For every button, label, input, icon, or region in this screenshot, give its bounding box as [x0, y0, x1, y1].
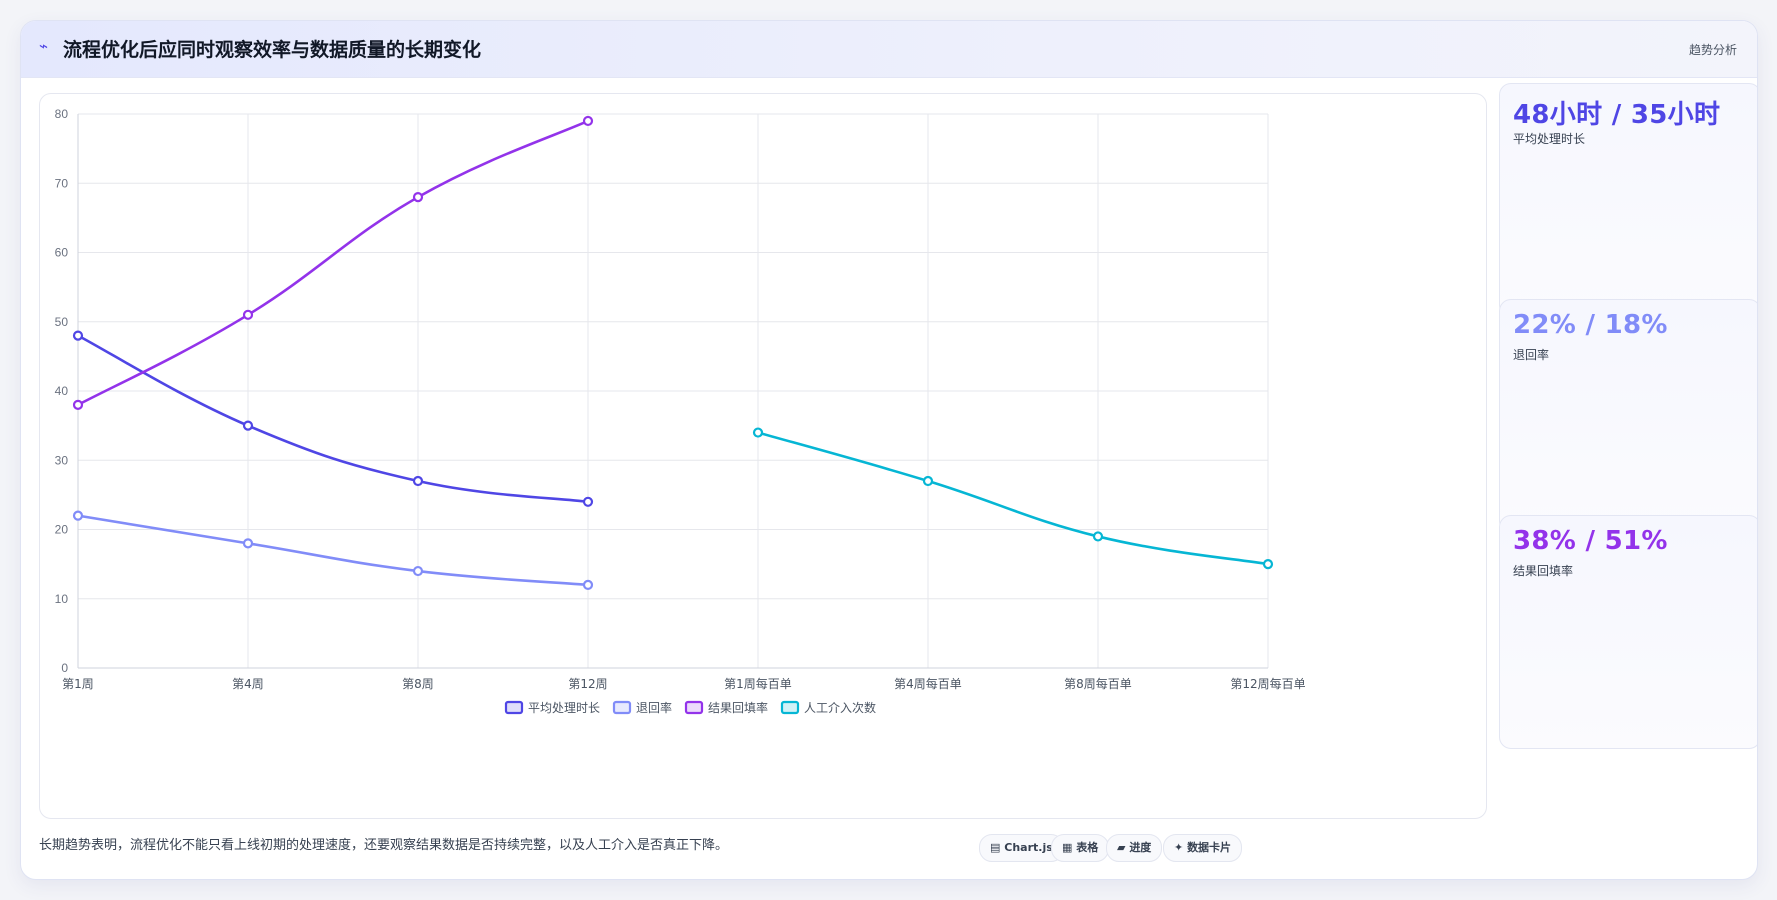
header-tag: 趋势分析: [1688, 43, 1737, 57]
chip-label: 进度: [1129, 841, 1152, 854]
chip-progress[interactable]: ▰ 进度: [1106, 834, 1163, 862]
legend-swatch: [612, 700, 632, 715]
panel-header: ⌁ 流程优化后应同时观察效率与数据质量的长期变化 趋势分析: [21, 21, 1757, 78]
legend-label: 人工介入次数: [804, 700, 876, 715]
y-tick-label: 60: [55, 246, 69, 260]
series-line-1: [77, 514, 589, 587]
y-tick-label: 30: [55, 453, 69, 467]
chip-table[interactable]: ▦ 表格: [1051, 834, 1110, 862]
x-tick-label: 第4周每百单: [894, 676, 962, 691]
y-tick-label: 50: [55, 315, 69, 329]
stat-card-processing-time: 48小时 / 35小时 平均处理时长: [1499, 83, 1757, 317]
x-tick-label: 第12周: [568, 677, 607, 691]
data-point: [922, 475, 934, 487]
chip-label: 表格: [1076, 841, 1099, 854]
series-line-2: [77, 119, 589, 406]
data-point: [72, 510, 84, 521]
data-point: [582, 579, 594, 590]
chip-label: 数据卡片: [1187, 841, 1232, 854]
x-tick-label: 第4周: [232, 677, 264, 691]
chip-label: Chart.js: [1004, 841, 1053, 854]
x-tick-label: 第1周: [62, 677, 94, 691]
data-point: [1092, 531, 1104, 542]
legend-swatch: [780, 700, 800, 715]
data-point: [412, 191, 424, 203]
data-point: [1262, 559, 1274, 570]
stat-label: 平均处理时长: [1513, 132, 1586, 146]
data-point: [72, 399, 84, 410]
stat-label: 退回率: [1513, 348, 1550, 362]
y-tick-label: 0: [61, 661, 68, 675]
data-point: [72, 330, 84, 341]
progress-icon: ▰: [1117, 841, 1126, 854]
chart-card: 0 10 20 30 40 50 60 70 80 第1周 第4周 第8周 第12周 第1周每百单 第4周每…: [39, 93, 1487, 819]
chip-chartjs[interactable]: ▤ Chart.js: [979, 834, 1064, 862]
data-point: [242, 538, 254, 549]
data-point: [582, 496, 594, 507]
y-tick-label: 70: [55, 176, 69, 190]
data-point: [412, 565, 424, 577]
line-chart: 0 10 20 30 40 50 60 70 80 第1周 第4周 第8周 第12周 第1周每百单 第4周每…: [55, 107, 1306, 715]
legend-label: 平均处理时长: [528, 701, 600, 715]
data-point: [412, 475, 424, 487]
footnote: 长期趋势表明，流程优化不能只看上线初期的处理速度，还要观察结果数据是否持续完整，…: [39, 838, 729, 853]
stat-value: 22% / 18%: [1513, 310, 1668, 340]
legend-label: 结果回填率: [708, 700, 768, 715]
x-tick-label: 第8周每百单: [1064, 676, 1132, 691]
data-point: [242, 420, 254, 431]
table-icon: ▦: [1062, 841, 1073, 854]
data-point: [582, 115, 594, 127]
data-point: [752, 427, 764, 438]
series-line-0: [77, 334, 589, 504]
x-tick-label: 第1周每百单: [724, 676, 792, 691]
series-line-3: [757, 431, 1269, 566]
legend-swatch: [684, 700, 704, 715]
stat-card-return-rate: 22% / 18% 退回率: [1499, 299, 1757, 533]
stat-label: 结果回填率: [1513, 564, 1574, 578]
dashboard-panel: ⌁ 流程优化后应同时观察效率与数据质量的长期变化 趋势分析 0 10 20 30 40 5…: [20, 20, 1758, 880]
stat-value: 48小时 / 35小时: [1513, 100, 1721, 130]
y-tick-label: 20: [55, 523, 69, 537]
x-tick-label: 第8周: [402, 677, 434, 691]
legend-swatch: [504, 700, 524, 715]
pulse-icon: ⌁: [39, 37, 49, 55]
card-icon: ✦: [1174, 841, 1184, 854]
data-point: [242, 309, 254, 320]
page-title: 流程优化后应同时观察效率与数据质量的长期变化: [63, 39, 482, 61]
stat-card-backfill-rate: 38% / 51% 结果回填率: [1499, 515, 1757, 749]
y-tick-label: 40: [55, 384, 69, 398]
x-tick-label: 第12周每百单: [1230, 676, 1305, 691]
y-tick-label: 10: [55, 592, 69, 606]
stat-value: 38% / 51%: [1513, 526, 1668, 556]
chip-data-card[interactable]: ✦ 数据卡片: [1163, 834, 1243, 862]
chart-icon: ▤: [990, 841, 1001, 854]
legend-label: 退回率: [636, 700, 672, 715]
y-tick-label: 80: [55, 107, 69, 121]
